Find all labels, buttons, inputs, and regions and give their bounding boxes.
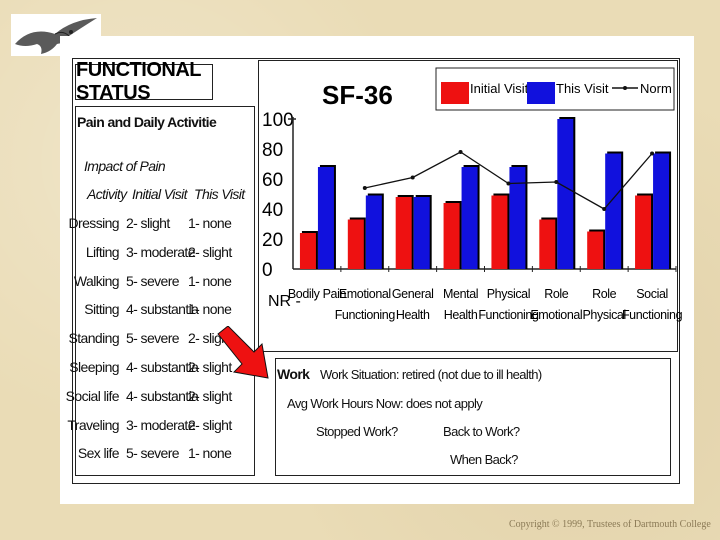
- red-arrow-icon: [217, 326, 269, 379]
- pain-row-activity: Sex life: [77, 445, 120, 462]
- pain-row-this: 2- slight: [188, 387, 232, 404]
- pain-row-initial: 5- severe: [126, 330, 180, 347]
- pain-row-activity: Lifting: [85, 243, 120, 260]
- pain-row-this: 1- none: [188, 272, 232, 289]
- pain-row-this: 1- none: [188, 301, 232, 318]
- pain-row-activity: Social life: [65, 387, 120, 404]
- pain-row-initial: 5- severe: [126, 445, 180, 462]
- pain-row-activity: Sitting: [84, 301, 119, 318]
- functional-status-title-text: FUNCTIONAL STATUS: [76, 59, 201, 104]
- impact-title: Impact of Pain: [84, 158, 166, 174]
- pain-row-this: 2- slight: [188, 416, 232, 433]
- work-back: Back to Work?: [443, 424, 520, 439]
- pain-row-initial: 3- moderate: [126, 243, 195, 260]
- col-initial-header: Initial Visit: [132, 186, 188, 202]
- pain-row-this: 2- slight: [188, 243, 232, 260]
- pain-row-initial: 4- substantia: [126, 359, 199, 375]
- work-avg-hours: Avg Work Hours Now: does not apply: [287, 396, 483, 411]
- pain-row-initial: 4- substantia: [126, 387, 199, 404]
- pain-row-activity: Walking: [73, 272, 120, 289]
- pain-row-this: 1- none: [188, 445, 232, 462]
- work-situation: Work Situation: retired (not due to ill …: [320, 367, 542, 382]
- pain-row-initial: 5- severe: [126, 272, 180, 289]
- pain-row-activity: Dressing: [68, 215, 120, 231]
- pain-row-this: 1- none: [188, 215, 232, 231]
- work-when-back: When Back?: [450, 452, 518, 467]
- pain-row-activity: Standing: [68, 330, 120, 347]
- functional-status-title: FUNCTIONAL STATUS: [75, 59, 213, 104]
- copyright: Copyright © 1999, Trustees of Dartmouth …: [509, 519, 711, 530]
- work-box: [275, 358, 671, 476]
- work-title: Work: [277, 366, 310, 382]
- pain-activities-box: [75, 106, 255, 476]
- eagle-logo-icon: [11, 14, 101, 56]
- pain-row-activity: Traveling: [67, 416, 119, 433]
- sf36-chart-box: [258, 60, 678, 352]
- pain-row-activity: Sleeping: [69, 359, 119, 375]
- col-this-header: This Visit: [194, 186, 245, 202]
- pain-row-this: 2- slight: [188, 359, 232, 375]
- col-activity-header: Activity: [87, 186, 127, 202]
- pain-row-initial: 2- slight: [126, 215, 170, 231]
- pain-row-initial: 3- moderate: [126, 416, 195, 433]
- work-stopped: Stopped Work?: [316, 424, 398, 439]
- pain-row-initial: 4- substantia: [126, 301, 199, 318]
- pain-title: Pain and Daily Activitie: [77, 114, 217, 130]
